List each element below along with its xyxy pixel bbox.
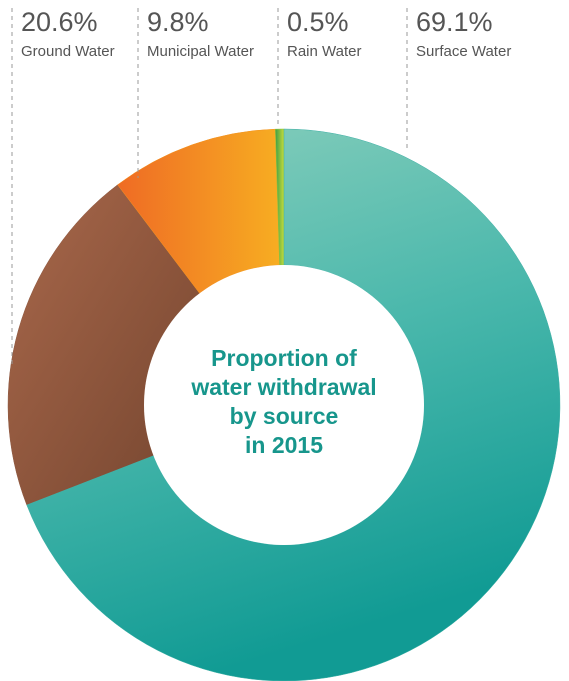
category-label: Surface Water bbox=[416, 43, 511, 60]
value-label: 9.8% bbox=[147, 7, 209, 37]
value-label: 0.5% bbox=[287, 7, 349, 37]
category-label: Ground Water bbox=[21, 43, 115, 60]
category-label: Municipal Water bbox=[147, 43, 254, 60]
center-text: Proportion of water withdrawal by source in… bbox=[190, 345, 376, 458]
donut-hole bbox=[144, 265, 424, 545]
slices bbox=[7, 128, 561, 681]
center-title-line: in 2015 bbox=[245, 432, 323, 458]
labels: 20.6% Ground Water 9.8% Municipal Water 0.5%… bbox=[11, 7, 511, 365]
value-label: 20.6% bbox=[21, 7, 98, 37]
center-title-line: by source bbox=[230, 403, 339, 429]
category-label: Rain Water bbox=[287, 43, 361, 60]
center-title-line: Proportion of bbox=[211, 345, 357, 371]
value-label: 69.1% bbox=[416, 7, 493, 37]
center-title-line: water withdrawal bbox=[190, 374, 376, 400]
